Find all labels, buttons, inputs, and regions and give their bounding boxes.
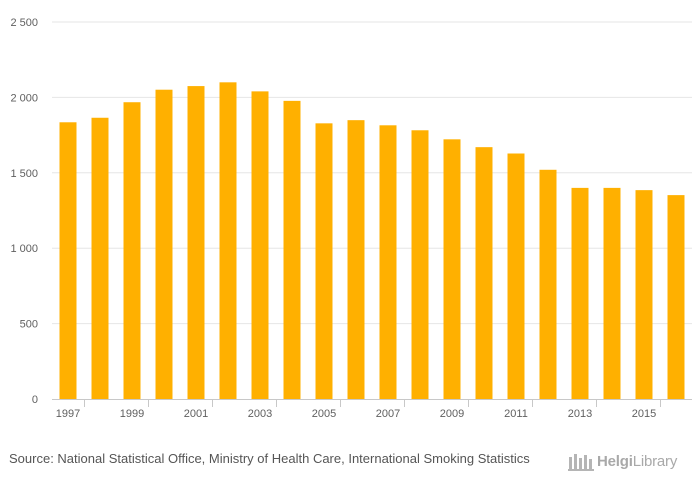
x-tick-label: 2005 [312,408,336,420]
bar-2003[interactable] [251,91,269,400]
bar-2004[interactable] [283,100,301,399]
bar-2011[interactable] [507,153,525,399]
bar-2012[interactable] [539,169,557,399]
y-tick-label: 0 [32,394,38,406]
logo-text: HelgiLibrary [597,452,678,470]
x-tick-label: 2003 [248,408,272,420]
y-tick-label: 500 [20,319,38,331]
x-tick-label: 2013 [568,408,592,420]
bar-2016[interactable] [667,195,685,399]
y-tick-label: 1 000 [10,243,38,255]
bar-1997[interactable] [59,122,77,400]
x-tick-label: 2007 [376,408,400,420]
bar-2007[interactable] [379,125,397,399]
bars [59,82,685,400]
bar-2010[interactable] [475,147,493,399]
bar-2014[interactable] [603,187,621,399]
bar-2001[interactable] [187,86,205,399]
y-tick-label: 1 500 [10,168,38,180]
gridlines [52,21,692,325]
bar-2000[interactable] [155,89,173,399]
bar-chart: 0 500 1 000 1 500 2 000 2 500 1997 1999 2001 200… [10,17,692,420]
bar-2013[interactable] [571,187,589,399]
x-tick-label: 2009 [440,408,464,420]
bar-2015[interactable] [635,190,653,399]
y-tick-label: 2 000 [10,92,38,104]
library-icon [568,454,594,471]
bar-2008[interactable] [411,130,429,399]
bar-2009[interactable] [443,139,461,400]
y-tick-label: 2 500 [10,17,38,29]
bar-1999[interactable] [123,102,141,400]
source-note: Source: National Statistical Office, Min… [9,451,530,466]
x-tick-label: 2015 [632,408,656,420]
x-axis-tick-labels: 1997 1999 2001 2003 2005 2007 2009 2011 2013 2015 [56,399,661,420]
y-axis-tick-labels: 0 500 1 000 1 500 2 000 2 500 [10,17,38,406]
bar-2006[interactable] [347,120,365,399]
x-tick-label: 2001 [184,408,208,420]
bar-1998[interactable] [91,117,109,400]
bar-2002[interactable] [219,82,237,399]
x-tick-label: 1997 [56,408,80,420]
x-tick-label: 1999 [120,408,144,420]
bar-2005[interactable] [315,123,333,400]
helgilibrary-logo[interactable]: HelgiLibrary [568,449,677,473]
x-tick-label: 2011 [504,408,528,420]
